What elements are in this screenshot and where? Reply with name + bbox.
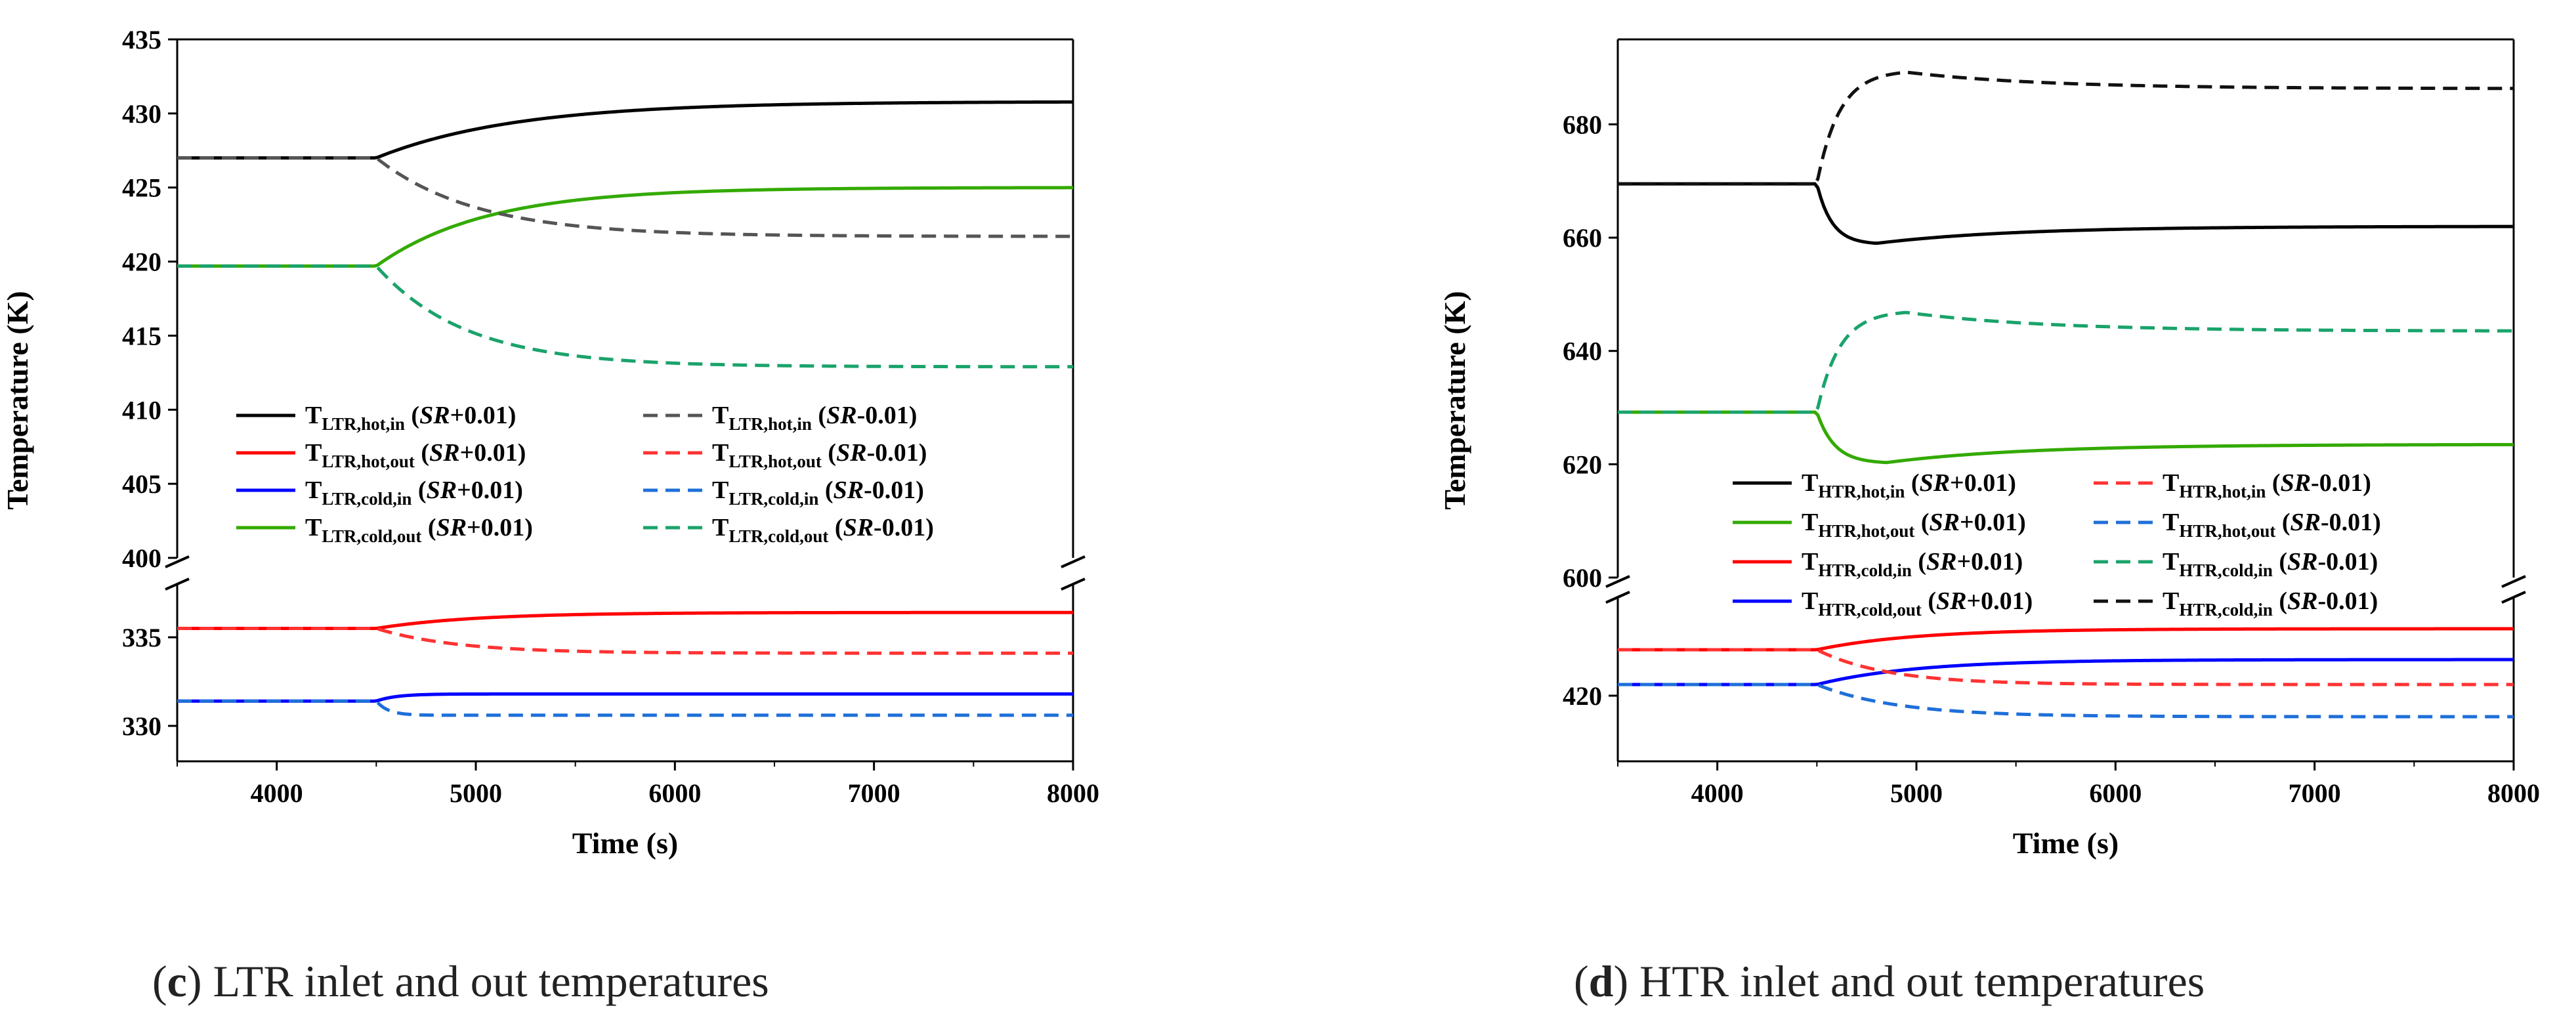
legend-entry-label: TLTR,cold,out (SR-0.01): [712, 514, 934, 546]
series-group: [1618, 70, 2514, 719]
legend: THTR,hot,in (SR+0.01) THTR,hot,out (SR+0.…: [1733, 469, 2381, 620]
y-tick-label: 330: [122, 711, 161, 741]
y-tick-label: 660: [1563, 223, 1602, 253]
chart-panel-d: 4000 5000 6000 7000 8000 600 620 640 660 680 420 Ti…: [1438, 38, 2540, 1006]
legend-entry-label: THTR,hot,in (SR+0.01): [1802, 469, 2016, 501]
x-tick-label: 6000: [2089, 778, 2142, 808]
y-tick-label: 420: [122, 247, 161, 277]
x-axis-title: Time (s): [572, 826, 678, 860]
series-line-ltr-hot-out-plus: [177, 610, 1073, 630]
legend-entry-label: THTR,hot,out (SR-0.01): [2163, 509, 2381, 541]
figure-caption: (d) HTR inlet and out temperatures: [1574, 956, 2205, 1006]
legend-entry-label: THTR,cold,in (SR+0.01): [1802, 548, 2023, 580]
x-tick-label: 8000: [1047, 778, 1099, 808]
legend-entry-label: THTR,cold,in (SR-0.01): [2163, 548, 2378, 580]
legend-entry-label: TLTR,cold,in (SR-0.01): [712, 476, 924, 509]
legend-entry-label: THTR,cold,in (SR-0.01): [2163, 587, 2378, 620]
series-line-htr-cold-in-plus: [1618, 627, 2514, 652]
axis-break-mark: [1061, 555, 1086, 568]
y-tick-label: 620: [1563, 450, 1602, 479]
y-tick-label: 420: [1563, 681, 1602, 711]
y-axis-ticks: 600 620 640 660 680 420: [1563, 110, 1618, 711]
y-tick-label: 405: [122, 469, 161, 499]
series-line-ltr-hot-in-minus: [177, 156, 1073, 238]
legend-entry-label: TLTR,hot,in (SR-0.01): [712, 402, 917, 434]
x-axis-title: Time (s): [2013, 826, 2119, 860]
legend-entry-label: TLTR,hot,in (SR+0.01): [305, 402, 516, 434]
x-tick-label: 7000: [848, 778, 900, 808]
y-axis-ticks: 400 405 410 415 420 425 430 435 330 335: [122, 25, 177, 741]
series-line-ltr-cold-out-plus: [177, 186, 1074, 268]
x-tick-label: 4000: [251, 778, 303, 808]
y-tick-label: 600: [1563, 563, 1602, 593]
y-axis-title: Temperature (K): [1438, 291, 1471, 509]
axis-break-mark: [2501, 575, 2526, 588]
x-axis-ticks: 4000 5000 6000 7000 8000: [1617, 761, 2540, 808]
series-line-ltr-cold-in-plus: [177, 692, 1073, 703]
legend-entry-label: THTR,cold,out (SR+0.01): [1802, 587, 2033, 620]
axes-frame: [176, 38, 1074, 763]
series-line-htr-hot-in-minus: [1618, 648, 2514, 686]
x-tick-label: 4000: [1691, 778, 1744, 808]
axis-break-marks: [165, 555, 1086, 591]
legend-entry-label: TLTR,hot,out (SR+0.01): [305, 439, 526, 471]
y-tick-label: 435: [122, 25, 161, 54]
axis-break-marks: [1605, 575, 2526, 604]
x-axis-ticks: 4000 5000 6000 7000 8000: [177, 761, 1099, 808]
legend: TLTR,hot,in (SR+0.01) TLTR,hot,out (SR+0.…: [236, 402, 934, 546]
y-tick-label: 680: [1563, 110, 1602, 139]
legend-entry-label: TLTR,cold,out (SR+0.01): [305, 514, 533, 546]
series-line-htr-hot-out-minus: [1618, 683, 2514, 719]
y-tick-label: 640: [1563, 337, 1602, 366]
series-line-htr-cold-in-minus: [1618, 310, 2514, 414]
y-tick-label: 335: [122, 623, 161, 652]
series-line-ltr-hot-in-plus: [177, 100, 1074, 160]
axis-break-mark: [1061, 578, 1086, 591]
y-tick-label: 430: [122, 99, 161, 129]
y-tick-label: 400: [122, 543, 161, 573]
axis-break-mark: [165, 578, 190, 591]
x-tick-label: 5000: [1890, 778, 1943, 808]
x-tick-label: 5000: [450, 778, 502, 808]
legend-entry-label: THTR,hot,in (SR-0.01): [2163, 469, 2371, 501]
series-line-ltr-cold-in-minus: [177, 699, 1073, 717]
x-tick-label: 6000: [648, 778, 701, 808]
axis-break-mark: [2501, 591, 2526, 604]
figure-caption: (c) LTR inlet and out temperatures: [152, 956, 769, 1006]
series-line-htr-cold-in-minus: [1618, 70, 2514, 186]
axes-frame: [1616, 38, 2515, 763]
series-line-htr-hot-out-plus: [1618, 410, 2514, 465]
series-line-htr-hot-in-plus: [1618, 182, 2514, 245]
series-line-htr-cold-out-plus: [1618, 658, 2514, 686]
series-line-ltr-hot-out-minus: [177, 627, 1073, 655]
y-tick-label: 415: [122, 321, 161, 350]
legend-entry-label: TLTR,cold,in (SR+0.01): [305, 476, 523, 509]
legend-entry-label: TLTR,hot,out (SR-0.01): [712, 439, 927, 471]
legend-entry-label: THTR,hot,out (SR+0.01): [1802, 509, 2026, 541]
axis-break-mark: [1605, 591, 1630, 604]
series-group: [177, 100, 1074, 717]
x-tick-label: 7000: [2289, 778, 2341, 808]
axis-break-mark: [1605, 575, 1630, 588]
x-tick-label: 8000: [2487, 778, 2540, 808]
y-tick-label: 410: [122, 395, 161, 425]
axis-break-mark: [165, 555, 190, 568]
series-line-ltr-cold-out-minus: [177, 264, 1073, 369]
y-axis-title: Temperature (K): [1, 291, 34, 509]
y-tick-label: 425: [122, 173, 161, 203]
chart-panel-c: 4000 5000 6000 7000 8000 400 405 410 415 420 425 43…: [1, 25, 1099, 1006]
